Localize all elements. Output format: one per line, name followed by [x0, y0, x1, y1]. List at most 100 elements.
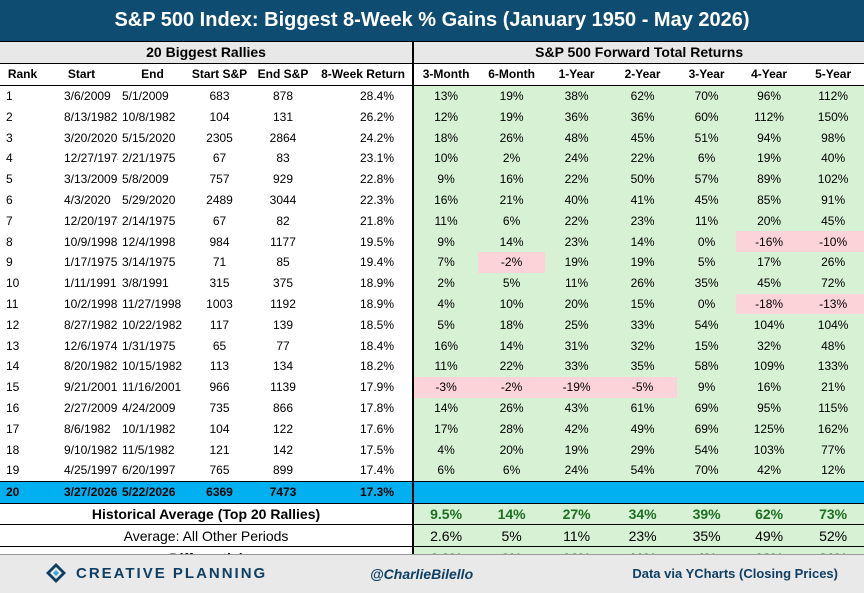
forward-return-cell: 18%	[412, 127, 479, 148]
forward-return-cell: 91%	[802, 189, 864, 211]
table-cell: 10/1/1982	[122, 421, 176, 436]
summary-value: 35%	[677, 524, 737, 548]
table-cell: 6/20/1997	[122, 463, 176, 478]
forward-return-cell: 112%	[802, 85, 864, 107]
table-cell: 23.1%	[360, 151, 395, 166]
table-cell: 28.4%	[360, 88, 395, 103]
forward-return-cell: -2%	[478, 251, 546, 273]
forward-return-cell: 77%	[802, 439, 864, 460]
table-cell: 65	[212, 338, 227, 353]
table-cell: 18.5%	[360, 317, 395, 332]
forward-return-cell: 2%	[412, 272, 479, 294]
forward-return-cell: 26%	[478, 397, 546, 419]
table-cell: 24.2%	[360, 130, 395, 145]
table-cell: 866	[272, 400, 294, 415]
table-cell: 4/24/2009	[122, 400, 176, 415]
forward-return-cell: 19%	[478, 106, 546, 128]
forward-return-cell: 96%	[736, 85, 803, 107]
table-cell: 10/9/1998	[64, 234, 118, 249]
table-cell: 2489	[206, 192, 233, 207]
forward-return-cell: 162%	[802, 418, 864, 440]
forward-return-cell: 40%	[545, 189, 609, 211]
table-row: 18 9/10/1982 11/5/1982 121 142 17.5% 4% 20% 19% 2…	[0, 439, 864, 460]
summary-value: 34%	[608, 503, 678, 526]
forward-return-cell: 11%	[677, 210, 737, 232]
forward-return-cell: 62%	[608, 85, 678, 107]
table-cell: 18	[6, 442, 20, 457]
table-cell: 134	[272, 359, 294, 374]
table-cell: 139	[272, 317, 294, 332]
table-cell: 17	[6, 421, 20, 436]
summary-value: 11%	[545, 524, 609, 548]
table-cell: 1/17/1975	[64, 255, 118, 270]
forward-return-cell: 14%	[412, 397, 479, 419]
forward-return-cell: 70%	[677, 459, 737, 482]
forward-return-cell: 42%	[545, 418, 609, 440]
forward-return-cell: 22%	[478, 355, 546, 377]
table-cell: 2/14/1975	[122, 213, 176, 228]
forward-return-cell: 45%	[736, 272, 803, 294]
forward-return-cell: 54%	[677, 314, 737, 336]
forward-return-cell: 15%	[608, 293, 678, 315]
summary-value: 52%	[802, 524, 864, 548]
forward-return-cell: 28%	[478, 418, 546, 440]
summary-label: Average: All Other Periods	[0, 524, 414, 548]
column-header: 1-Year	[545, 63, 609, 86]
table-row: 8 10/9/1998 12/4/1998 984 1177 19.5% 9% 14% 23% 1…	[0, 231, 864, 252]
forward-return-cell: 103%	[736, 439, 803, 460]
table-cell: 5/22/2026	[118, 480, 187, 504]
forward-return-cell: 20%	[478, 439, 546, 460]
empty-forward-cell	[412, 480, 864, 504]
forward-return-cell: 19%	[478, 85, 546, 107]
forward-return-cell: 16%	[736, 376, 803, 398]
forward-return-cell: 23%	[545, 231, 609, 252]
forward-return-cell: 33%	[608, 314, 678, 336]
forward-return-cell: 50%	[608, 168, 678, 190]
forward-return-cell: 10%	[478, 293, 546, 315]
forward-return-cell: 35%	[677, 272, 737, 294]
forward-return-cell: 58%	[677, 355, 737, 377]
table-cell: 131	[272, 109, 294, 124]
table-cell: 104	[209, 109, 230, 124]
table-cell: 11/27/1998	[122, 296, 182, 311]
table-cell: 683	[209, 88, 230, 103]
table-cell: 5/29/2020	[122, 192, 176, 207]
table-cell: 10/2/1998	[64, 296, 118, 311]
other-periods-row: Average: All Other Periods 2.6% 5% 11% 23% 35…	[0, 524, 864, 548]
forward-return-cell: 15%	[677, 335, 737, 356]
forward-return-cell: 6%	[677, 147, 737, 169]
table-cell: 12	[6, 317, 20, 332]
summary-value: 27%	[545, 503, 609, 526]
table-cell: 5/15/2020	[122, 130, 176, 145]
table-cell: 929	[272, 172, 294, 187]
forward-return-cell: 36%	[608, 106, 678, 128]
forward-return-cell: 45%	[677, 189, 737, 211]
table-cell: 11/16/2001	[122, 380, 182, 395]
table-cell: 735	[209, 400, 230, 415]
summary-value: 39%	[677, 503, 737, 526]
forward-return-cell: 19%	[736, 147, 803, 169]
table-cell: 7	[6, 213, 13, 228]
table-cell: 17.3%	[314, 480, 414, 504]
forward-return-cell: 0%	[677, 231, 737, 252]
table-cell: 3/27/2026	[45, 480, 118, 504]
table-cell: 3/6/2009	[64, 88, 111, 103]
forward-return-cell: 19%	[545, 439, 609, 460]
forward-return-cell: 14%	[478, 335, 546, 356]
forward-return-cell: 6%	[412, 459, 479, 482]
table-cell: 1192	[270, 296, 296, 311]
table-cell: 2/21/1975	[122, 151, 176, 166]
table-cell: 4/25/1997	[64, 463, 118, 478]
forward-return-cell: 54%	[677, 439, 737, 460]
column-header: End	[118, 63, 187, 86]
table-cell: 12/27/1974	[64, 151, 118, 166]
table-row: 12 8/27/1982 10/22/1982 117 139 18.5% 5% 18% 25%…	[0, 314, 864, 336]
forward-return-cell: 125%	[736, 418, 803, 440]
forward-return-cell: 51%	[677, 127, 737, 148]
table-cell: 15	[6, 380, 20, 395]
forward-return-cell: 70%	[677, 85, 737, 107]
table-cell: 10/15/1982	[122, 359, 183, 374]
table-cell: 113	[209, 359, 230, 374]
forward-return-cell: 11%	[545, 272, 609, 294]
column-header: 5-Year	[802, 63, 864, 86]
